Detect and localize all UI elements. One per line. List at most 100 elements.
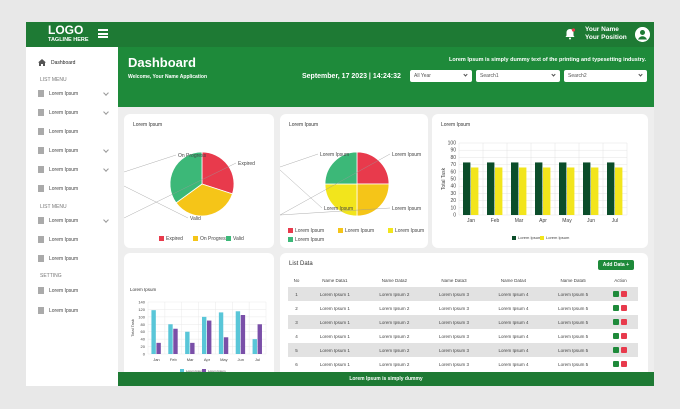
sidebar-item[interactable]: Lorem Ipsum — [38, 89, 109, 97]
pie-label: Lorem Ipsum — [320, 152, 349, 158]
document-icon — [38, 147, 44, 154]
sidebar-item-label: Lorem Ipsum — [49, 255, 79, 262]
table-cell: Lorem Ipsum 3 — [438, 319, 469, 325]
edit-icon[interactable] — [613, 346, 620, 353]
chevron-down-icon[interactable] — [103, 216, 109, 223]
avatar-icon[interactable] — [635, 27, 650, 42]
page-title: Dashboard — [128, 55, 196, 70]
sidebar-item-label: Lorem Ipsum — [49, 217, 79, 224]
table-row[interactable]: 2 Lorem Ipsum 1 Lorem Ipsum 2 Lorem Ipsum 3… — [288, 301, 638, 315]
pie-card-2: Lorem Ipsum Lorem Ipsum Lorem Ipsum Lorem … — [280, 114, 428, 248]
sidebar-item[interactable]: Lorem Ipsum — [38, 185, 108, 192]
delete-icon[interactable] — [621, 360, 628, 367]
add-data-button[interactable]: Add Data + — [597, 260, 634, 270]
delete-icon[interactable] — [621, 290, 628, 297]
x-tick-label: Feb — [170, 357, 178, 362]
sidebar-item-dashboard[interactable]: Dashboard — [38, 59, 108, 66]
chevron-down-icon[interactable] — [103, 165, 109, 172]
sidebar-item[interactable]: Lorem Ipsum — [38, 255, 108, 262]
data-table: No Name Data1 Name Data2 Name Data3 Name Dat… — [288, 274, 638, 371]
bar — [471, 167, 479, 215]
sidebar-item[interactable]: Lorem Ipsum — [38, 128, 108, 135]
table-cell: Lorem Ipsum 5 — [558, 291, 589, 297]
year-select[interactable]: All Year — [410, 70, 472, 82]
sidebar-item[interactable]: Lorem Ipsum — [38, 236, 108, 243]
delete-icon[interactable] — [621, 346, 628, 353]
search1-select[interactable]: Search1 — [476, 70, 560, 82]
delete-icon[interactable] — [621, 318, 628, 325]
user-position: Your Position — [585, 34, 627, 41]
sidebar-section-title: LIST MENU — [40, 204, 67, 210]
card-title: Lorem Ipsum — [133, 122, 163, 128]
edit-icon[interactable] — [613, 360, 620, 367]
bell-icon[interactable] — [564, 28, 576, 40]
y-tick-label: 140 — [138, 300, 145, 305]
table-row[interactable]: 4 Lorem Ipsum 1 Lorem Ipsum 2 Lorem Ipsum 3… — [288, 329, 638, 343]
edit-icon[interactable] — [613, 332, 620, 339]
column-header: Action — [614, 278, 627, 283]
bar — [202, 316, 207, 354]
column-header: Name Data5 — [560, 278, 586, 283]
legend-label: Lorem Ipsum — [546, 235, 570, 240]
delete-icon[interactable] — [621, 304, 628, 311]
chevron-down-icon[interactable] — [103, 146, 109, 153]
y-tick-label: 100 — [138, 314, 145, 319]
table-row[interactable]: 6 Lorem Ipsum 1 Lorem Ipsum 2 Lorem Ipsum 3… — [288, 357, 638, 371]
y-tick-label: 40 — [141, 337, 146, 342]
menu-icon[interactable] — [98, 29, 108, 38]
legend-swatch — [388, 228, 393, 233]
user-info[interactable]: Your Name Your Position — [585, 26, 627, 42]
legend-swatch — [226, 236, 231, 241]
search1-value: Search1 — [480, 73, 499, 79]
bar — [257, 324, 262, 354]
pie-slice — [324, 183, 358, 217]
plus-icon: + — [626, 262, 629, 268]
bar — [240, 315, 246, 354]
app-window: LOGO TAGLINE HERE Your Name Your Positio… — [26, 22, 654, 386]
bar — [223, 337, 229, 354]
column-header: Name Data3 — [441, 278, 467, 283]
y-tick-label: 20 — [141, 344, 146, 349]
edit-icon[interactable] — [613, 290, 620, 297]
legend-swatch — [159, 236, 164, 241]
sidebar-item[interactable]: Lorem Ipsum — [38, 287, 108, 294]
table-cell: Lorem Ipsum 2 — [379, 319, 410, 325]
y-tick-label: 120 — [138, 307, 145, 312]
table-row[interactable]: 5 Lorem Ipsum 1 Lorem Ipsum 2 Lorem Ipsum 3… — [288, 343, 638, 357]
bar-card-1: Lorem Ipsum 0 10 20 30 40 50 60 70 80 90 100 Jan Feb… — [432, 114, 648, 248]
edit-icon[interactable] — [613, 318, 620, 325]
key-icon — [38, 287, 44, 294]
bar — [543, 167, 551, 215]
sidebar-item[interactable]: Lorem Ipsum — [38, 146, 109, 154]
grid-icon — [38, 255, 44, 262]
legend-label: Valid — [233, 236, 244, 242]
table-row[interactable]: 3 Lorem Ipsum 1 Lorem Ipsum 2 Lorem Ipsum 3… — [288, 315, 638, 329]
sidebar-item-label: Lorem Ipsum — [49, 236, 79, 243]
document-icon — [38, 109, 44, 116]
bar — [156, 342, 161, 354]
bar — [535, 162, 543, 215]
y-tick-label: 40 — [450, 184, 456, 190]
y-axis-label: Total Task — [441, 167, 447, 190]
card-title: Lorem Ipsum — [289, 122, 319, 128]
chevron-down-icon[interactable] — [103, 89, 109, 96]
y-tick-label: 60 — [141, 329, 146, 334]
search2-select[interactable]: Search2 — [564, 70, 647, 82]
bar — [151, 310, 156, 354]
sidebar-item[interactable]: Lorem Ipsum — [38, 216, 109, 224]
delete-icon[interactable] — [621, 332, 628, 339]
table-cell: Lorem Ipsum 5 — [558, 361, 589, 367]
sidebar-item[interactable]: Lorem Ipsum — [38, 108, 109, 116]
action-cell — [603, 315, 638, 329]
footer: Lorem Ipsum is simply dummy — [118, 372, 654, 386]
sidebar-item[interactable]: Lorem Ipsum — [38, 165, 109, 173]
x-tick-label: Jan — [467, 218, 475, 224]
edit-icon[interactable] — [613, 304, 620, 311]
sidebar-item[interactable]: Lorem Ipsum — [38, 307, 108, 314]
pie-label: Expired — [238, 161, 255, 167]
list-card: List Data Add Data + No Name Data1 Name Da… — [280, 253, 648, 386]
label-leader — [280, 153, 319, 168]
table-row[interactable]: 1 Lorem Ipsum 1 Lorem Ipsum 2 Lorem Ipsum 3… — [288, 287, 638, 301]
chevron-down-icon[interactable] — [103, 108, 109, 115]
grid-icon — [38, 217, 44, 224]
